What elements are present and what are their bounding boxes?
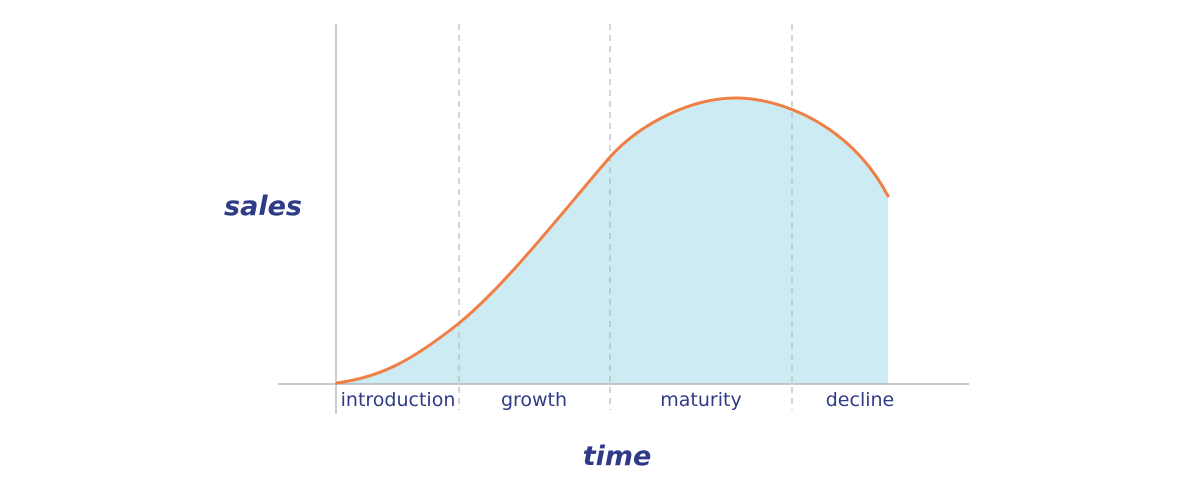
stage-label-maturity: maturity <box>660 389 741 411</box>
sales-curve <box>335 96 890 385</box>
y-axis-title: sales <box>224 191 302 222</box>
stage-label-decline: decline <box>826 389 895 411</box>
stage-label-introduction: introduction <box>341 389 456 411</box>
x-axis-title: time <box>583 441 652 472</box>
sales-area-fill <box>337 98 888 384</box>
stage-label-growth: growth <box>501 389 567 411</box>
